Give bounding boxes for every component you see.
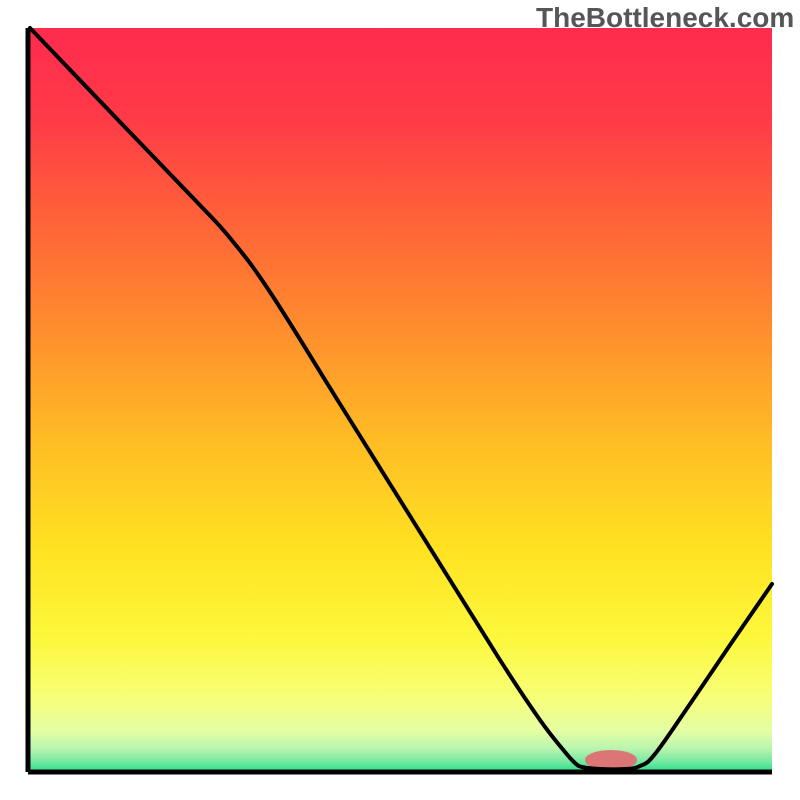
plot-background [0, 0, 800, 800]
watermark-text: TheBottleneck.com [536, 2, 794, 34]
bottleneck-chart: TheBottleneck.com [0, 0, 800, 800]
